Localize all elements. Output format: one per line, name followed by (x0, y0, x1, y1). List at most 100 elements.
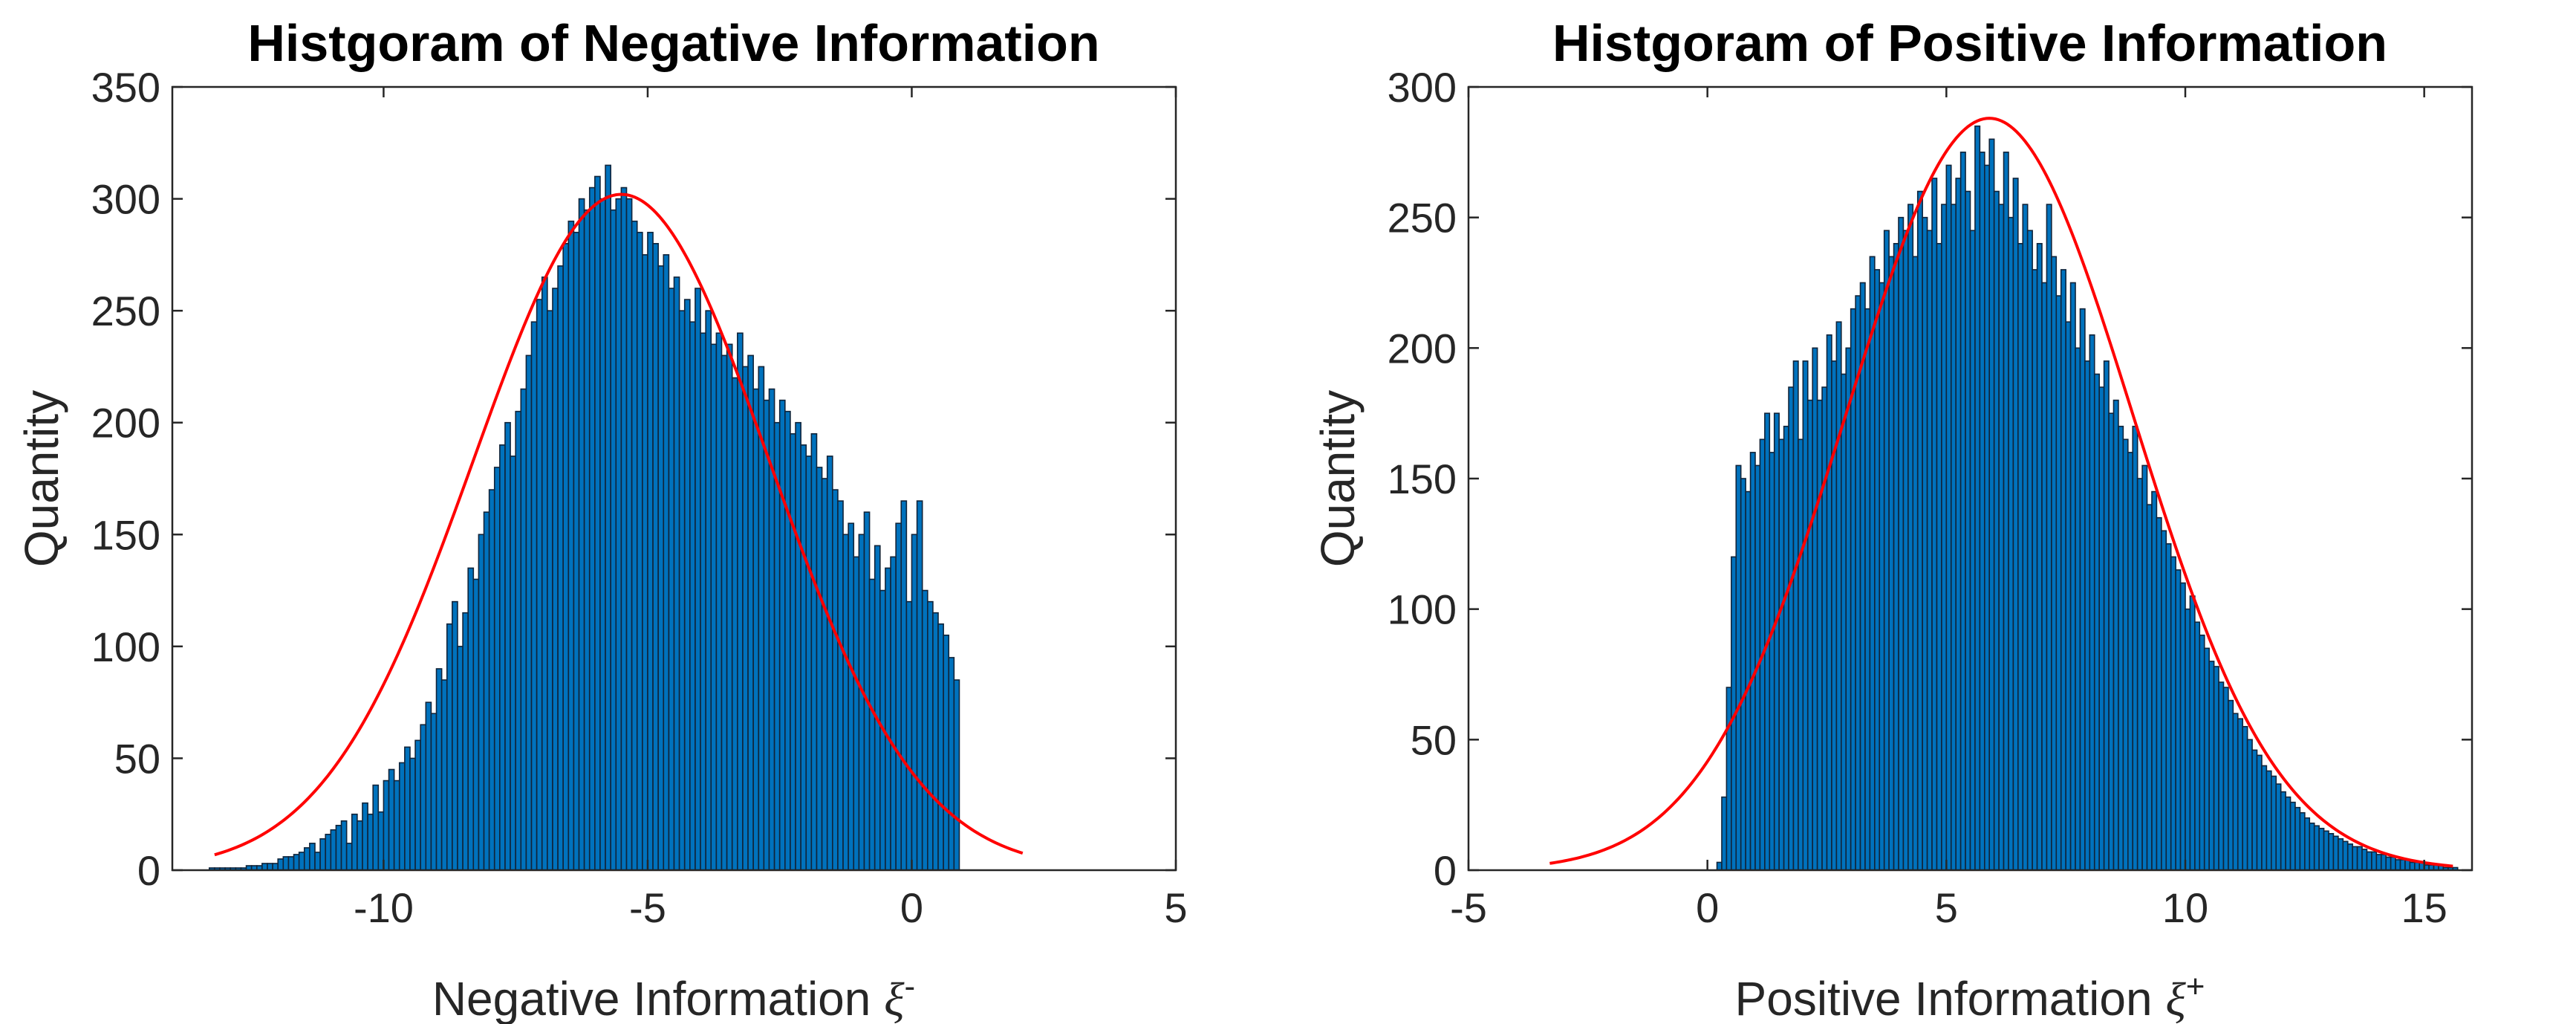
histogram-bar (440, 679, 448, 871)
histogram-bar (1916, 190, 1923, 871)
histogram-bar (2399, 859, 2406, 871)
histogram-bar (863, 511, 871, 871)
histogram-bar (2046, 204, 2052, 871)
histogram-bar (2246, 739, 2253, 871)
histogram-bar (420, 724, 427, 871)
histogram-bar (2122, 438, 2129, 871)
histogram-bar (446, 623, 453, 871)
histogram-bar (393, 780, 400, 871)
histogram-bar (678, 310, 686, 871)
histogram-bar (2069, 282, 2076, 871)
superscript-minus: - (905, 968, 916, 1005)
histogram-bar (457, 646, 464, 871)
histogram-bar (932, 612, 939, 871)
histogram-bar (1845, 347, 1852, 871)
y-axis-label: Quantity (15, 390, 68, 567)
histogram-bar (488, 489, 495, 871)
histogram-bar (552, 288, 559, 871)
histogram-bar (541, 276, 548, 871)
histogram-bar (842, 534, 849, 871)
histogram-bar (2338, 838, 2344, 871)
histogram-bar (2366, 851, 2372, 871)
histogram-bar (2060, 269, 2066, 871)
histogram-bar (2203, 647, 2210, 871)
y-tick-label: 50 (114, 735, 160, 782)
histogram-bar (287, 856, 295, 871)
histogram-bar (1749, 452, 1756, 871)
histogram-bar (1998, 204, 2005, 871)
histogram-bar (388, 768, 395, 871)
histogram-bar (2280, 791, 2286, 871)
histogram-bar (1965, 190, 1971, 871)
histogram-bar (467, 567, 475, 871)
histogram-bar (2208, 661, 2215, 871)
y-tick-label: 50 (1411, 716, 1457, 763)
histogram-bar (2375, 854, 2382, 871)
histogram-bar (1898, 216, 1905, 871)
histogram-bar (2146, 504, 2153, 871)
histogram-bar (1716, 861, 1723, 871)
histogram-bar (605, 164, 611, 871)
histogram-bar (2409, 861, 2416, 871)
histogram-bar (267, 863, 273, 871)
histogram-bar (594, 175, 601, 871)
histogram-bar (642, 254, 648, 871)
histogram-bar (747, 354, 754, 871)
histogram-bar (1945, 164, 1952, 871)
histogram-bar (2328, 833, 2335, 871)
plot-area (1549, 117, 2459, 871)
histogram-bar (2032, 269, 2038, 871)
histogram-bar (335, 824, 342, 871)
histogram-bar (1806, 399, 1814, 871)
histogram-bar (525, 354, 533, 871)
histogram-bar (2118, 425, 2124, 871)
histogram-bar (895, 522, 902, 871)
histogram-bar (367, 813, 374, 871)
histogram-bar (1879, 282, 1885, 871)
histogram-bar (2112, 399, 2119, 871)
histogram-bar (2237, 718, 2244, 871)
histogram-bar (2251, 749, 2258, 871)
histogram-bar (404, 746, 411, 871)
histogram-bar (588, 187, 596, 871)
histogram-bar (599, 198, 606, 871)
histogram-bar (1969, 230, 1976, 871)
histogram-bar (2346, 843, 2353, 871)
histogram-bar (2036, 242, 2043, 871)
x-axis-label: Negative Information ξ- (432, 968, 915, 1024)
y-tick-label: 200 (1388, 325, 1457, 372)
histogram-bar (1769, 452, 1775, 871)
histogram-bar (900, 500, 908, 871)
histogram-bar (2356, 846, 2363, 871)
histogram-bar (1893, 242, 1899, 871)
histogram-bar (2179, 582, 2186, 871)
histogram-bar (557, 265, 564, 871)
histogram-bar (2003, 152, 2009, 871)
histogram-bar (1835, 321, 1842, 871)
histogram-bar (1888, 256, 1895, 871)
axes-frame (171, 85, 1177, 872)
histogram-bar (683, 299, 691, 871)
histogram-bar (1740, 478, 1746, 871)
histogram-bar (705, 310, 712, 871)
histogram-bar (372, 784, 380, 871)
histogram-bar (848, 522, 855, 871)
histogram-bar (2304, 817, 2311, 871)
histogram-bar (805, 456, 813, 871)
x-tick-label: 10 (2162, 884, 2208, 931)
histogram-bar (1798, 438, 1804, 871)
histogram-bar (953, 679, 960, 871)
histogram-bar (874, 545, 881, 871)
histogram-bar (790, 432, 796, 871)
histogram-bar (763, 399, 770, 871)
x-axis-label-text: Positive Information (1735, 972, 2166, 1024)
histogram-bar (2132, 425, 2138, 871)
x-tick-label: 5 (1935, 884, 1958, 931)
histogram-bar (795, 421, 801, 871)
y-axis: 0 50 100 150 200 250 300 350 (91, 64, 1176, 894)
x-tick-label: 5 (1164, 884, 1187, 931)
histogram-bar (2165, 543, 2172, 871)
histogram-bar (319, 838, 326, 871)
histogram-bar (721, 354, 728, 871)
